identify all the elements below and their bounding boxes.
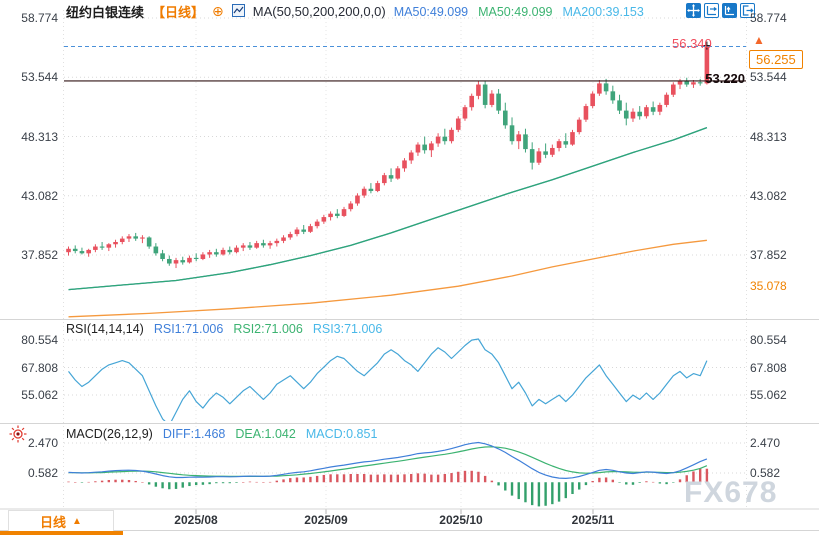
- x-axis-label: 2025/09: [304, 513, 348, 527]
- y-axis-label: 43.082: [750, 188, 787, 203]
- ma200-axis-tag: 35.078: [750, 279, 787, 293]
- ma-config-label[interactable]: MA(50,50,200,200,0,0): [252, 4, 386, 19]
- y-axis-label: 58.774: [750, 11, 787, 25]
- rsi-values: RSI1:71.006 RSI2:71.006 RSI3:71.006: [154, 322, 383, 336]
- rsi-panel-header: RSI(14,14,14) RSI1:71.006 RSI2:71.006 RSI3…: [66, 322, 382, 336]
- macd-panel-header: MACD(26,12,9) DIFF:1.468 DEA:1.042 MACD:0.…: [66, 427, 377, 441]
- y-axis-label: 43.082: [21, 188, 58, 203]
- y-axis-label: 55.062: [21, 388, 58, 402]
- macd-value-1: DEA:1.042: [235, 427, 296, 441]
- x-axis-label: 2025/08: [174, 513, 218, 527]
- rsi-value-2: RSI3:71.006: [312, 322, 383, 336]
- alert-sun-icon[interactable]: [8, 424, 28, 449]
- chart-toolbar: [686, 3, 755, 23]
- y-axis-label: 48.313: [750, 129, 787, 144]
- ma-value-0: MA50:49.099: [393, 4, 469, 19]
- y-axis-label: 58.774: [21, 11, 58, 25]
- ma-value-2: MA200:39.153: [562, 4, 644, 19]
- main-chart-header: 纽约白银连续 【日线】 ⊕ MA(50,50,200,200,0,0) MA50…: [66, 2, 644, 21]
- y-axis-label: 67.808: [750, 360, 787, 375]
- tab-daily[interactable]: 日线 ▲: [8, 510, 114, 532]
- watermark: FX678: [684, 476, 778, 509]
- x-axis-label: 2025/10: [439, 513, 483, 527]
- rsi-value-1: RSI2:71.006: [233, 322, 303, 336]
- y-axis-label: 80.554: [21, 333, 58, 347]
- ma-values: MA50:49.099 MA50:49.099 MA200:39.153: [394, 5, 644, 19]
- move-icon[interactable]: [686, 3, 701, 23]
- y-axis-label: 67.808: [21, 360, 58, 375]
- period-tag: 【日线】: [152, 5, 205, 20]
- price-arrow-marker: ▲: [753, 33, 765, 47]
- high-price-label: 56.340: [672, 36, 712, 51]
- fit-x-axis-icon[interactable]: [704, 3, 719, 23]
- y-axis-label: 2.470: [27, 436, 58, 450]
- rsi-config-label[interactable]: RSI(14,14,14): [66, 322, 144, 336]
- rsi-value-0: RSI1:71.006: [153, 322, 224, 336]
- y-axis-label: 55.062: [750, 388, 787, 402]
- y-axis-label: 80.554: [750, 333, 787, 347]
- y-axis-label: 53.544: [21, 70, 58, 85]
- ma-value-1: MA50:49.099: [478, 4, 553, 19]
- tab-daily-label: 日线: [40, 515, 67, 530]
- y-axis-label: 37.852: [750, 248, 787, 262]
- link-icon[interactable]: ⊕: [212, 3, 224, 19]
- macd-config-label[interactable]: MACD(26,12,9): [66, 427, 153, 441]
- macd-values: DIFF:1.468 DEA:1.042 MACD:0.851: [163, 427, 378, 441]
- y-axis-label: 48.313: [21, 129, 58, 144]
- tab-arrow-icon: ▲: [72, 516, 82, 527]
- last-price-tag: 56.255: [749, 50, 803, 69]
- y-axis-label: 0.582: [750, 466, 781, 480]
- y-axis-label: 37.852: [21, 248, 58, 262]
- x-axis-label: 2025/11: [571, 513, 615, 527]
- fit-y-axis-icon[interactable]: [722, 3, 737, 23]
- y-axis-label: 0.582: [27, 466, 58, 480]
- chart-type-icon[interactable]: [231, 3, 245, 20]
- macd-value-2: MACD:0.851: [305, 427, 378, 441]
- prev-close-label: 53.220: [705, 71, 745, 86]
- exit-chart-icon[interactable]: [740, 3, 755, 23]
- y-axis-label: 2.470: [750, 436, 781, 450]
- macd-value-0: DIFF:1.468: [162, 427, 226, 441]
- instrument-title: 纽约白银连续: [66, 5, 145, 20]
- y-axis-label: 53.544: [750, 70, 787, 85]
- tab-active-underline: [0, 531, 123, 535]
